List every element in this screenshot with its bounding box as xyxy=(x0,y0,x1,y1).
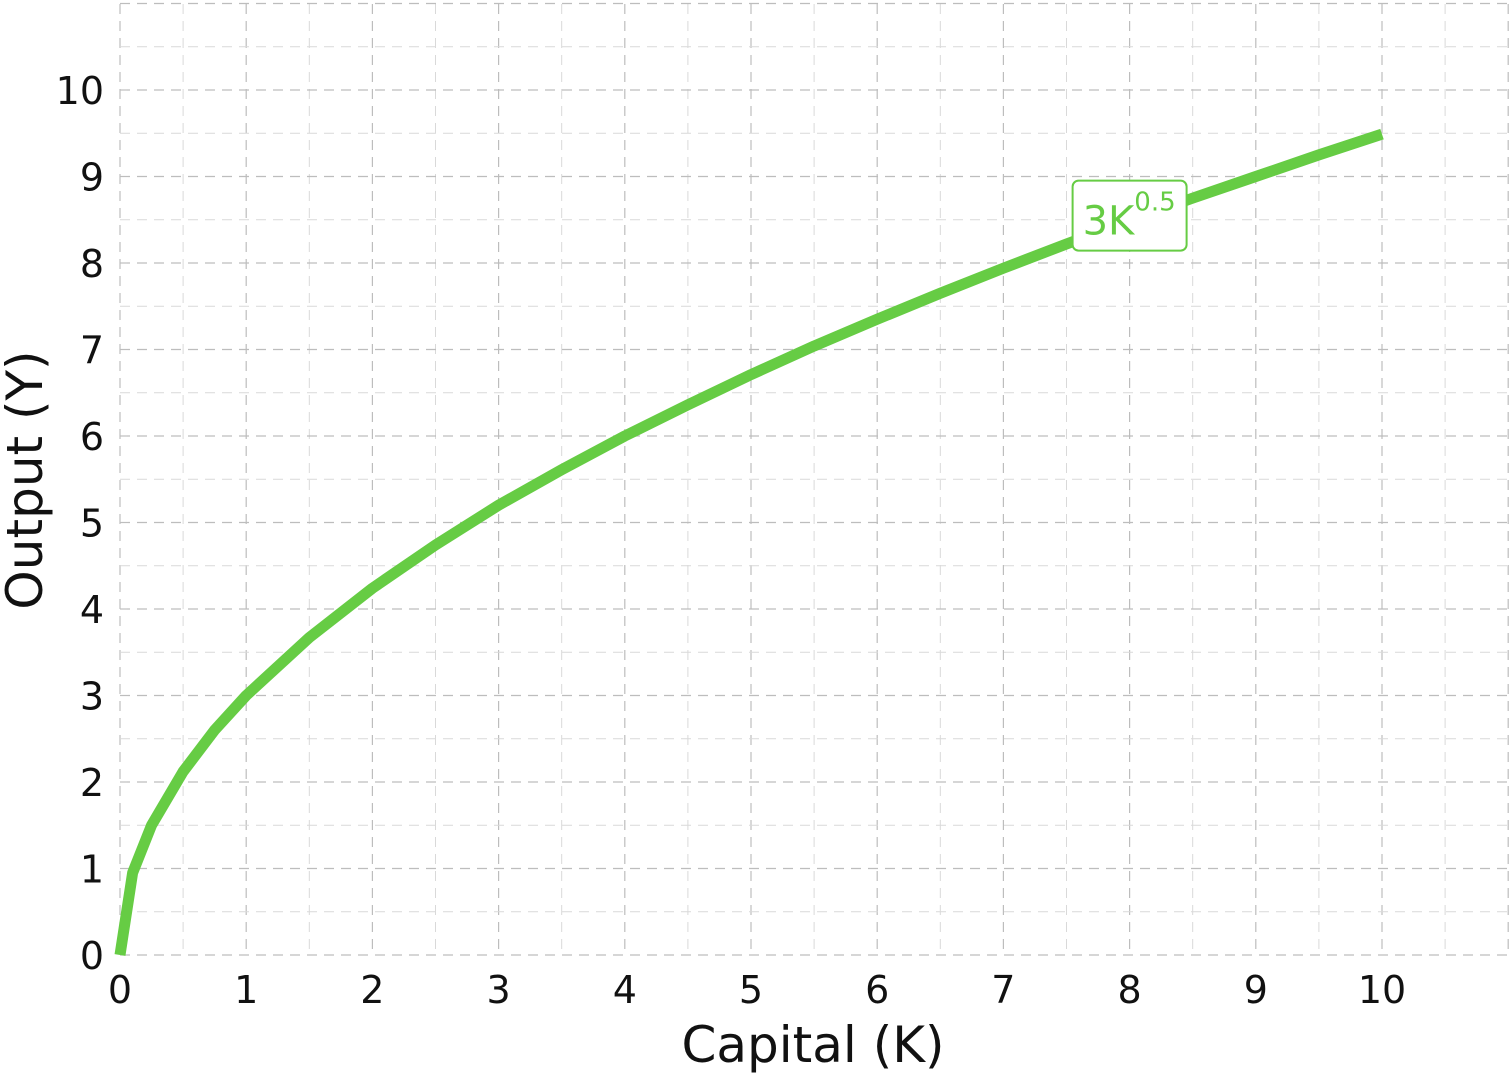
series-line xyxy=(114,128,1384,956)
x-tick-label: 0 xyxy=(108,968,132,1012)
series-layer xyxy=(114,128,1384,956)
y-tick-label: 1 xyxy=(80,848,104,892)
series-label-box xyxy=(1071,179,1188,252)
x-tick-label: 5 xyxy=(739,968,763,1012)
y-tick-label: 9 xyxy=(80,156,104,200)
x-tick-label: 2 xyxy=(360,968,384,1012)
x-tick-label: 4 xyxy=(613,968,637,1012)
x-tick-label: 1 xyxy=(234,968,258,1012)
y-tick-label: 3 xyxy=(80,675,104,719)
series-label: 3K0.5 xyxy=(1071,179,1188,252)
x-tick-label: 3 xyxy=(487,968,511,1012)
x-tick-label: 7 xyxy=(991,968,1015,1012)
tick-labels: 0 1 2 3 4 5 6 7 8 9 10 0 1 2 3 4 5 6 7 8 9 10 xyxy=(56,69,1407,1012)
y-axis-label: Output (Y) xyxy=(0,350,54,609)
y-tick-label: 10 xyxy=(56,69,104,113)
y-tick-label: 8 xyxy=(80,242,104,286)
y-tick-label: 5 xyxy=(80,502,104,546)
y-tick-label: 4 xyxy=(80,588,104,632)
x-tick-label: 10 xyxy=(1358,968,1406,1012)
x-tick-label: 9 xyxy=(1244,968,1268,1012)
series-labels: 3K0.5 xyxy=(1071,179,1188,252)
y-tick-label: 2 xyxy=(80,761,104,805)
x-tick-label: 6 xyxy=(865,968,889,1012)
x-axis-label: Capital (K) xyxy=(681,1016,944,1074)
y-tick-label: 7 xyxy=(80,329,104,373)
grid xyxy=(119,2,1509,956)
y-tick-label: 6 xyxy=(80,415,104,459)
y-tick-label: 0 xyxy=(80,934,104,978)
x-tick-label: 8 xyxy=(1118,968,1142,1012)
series-label-text: 3K0.5 xyxy=(1083,188,1176,245)
